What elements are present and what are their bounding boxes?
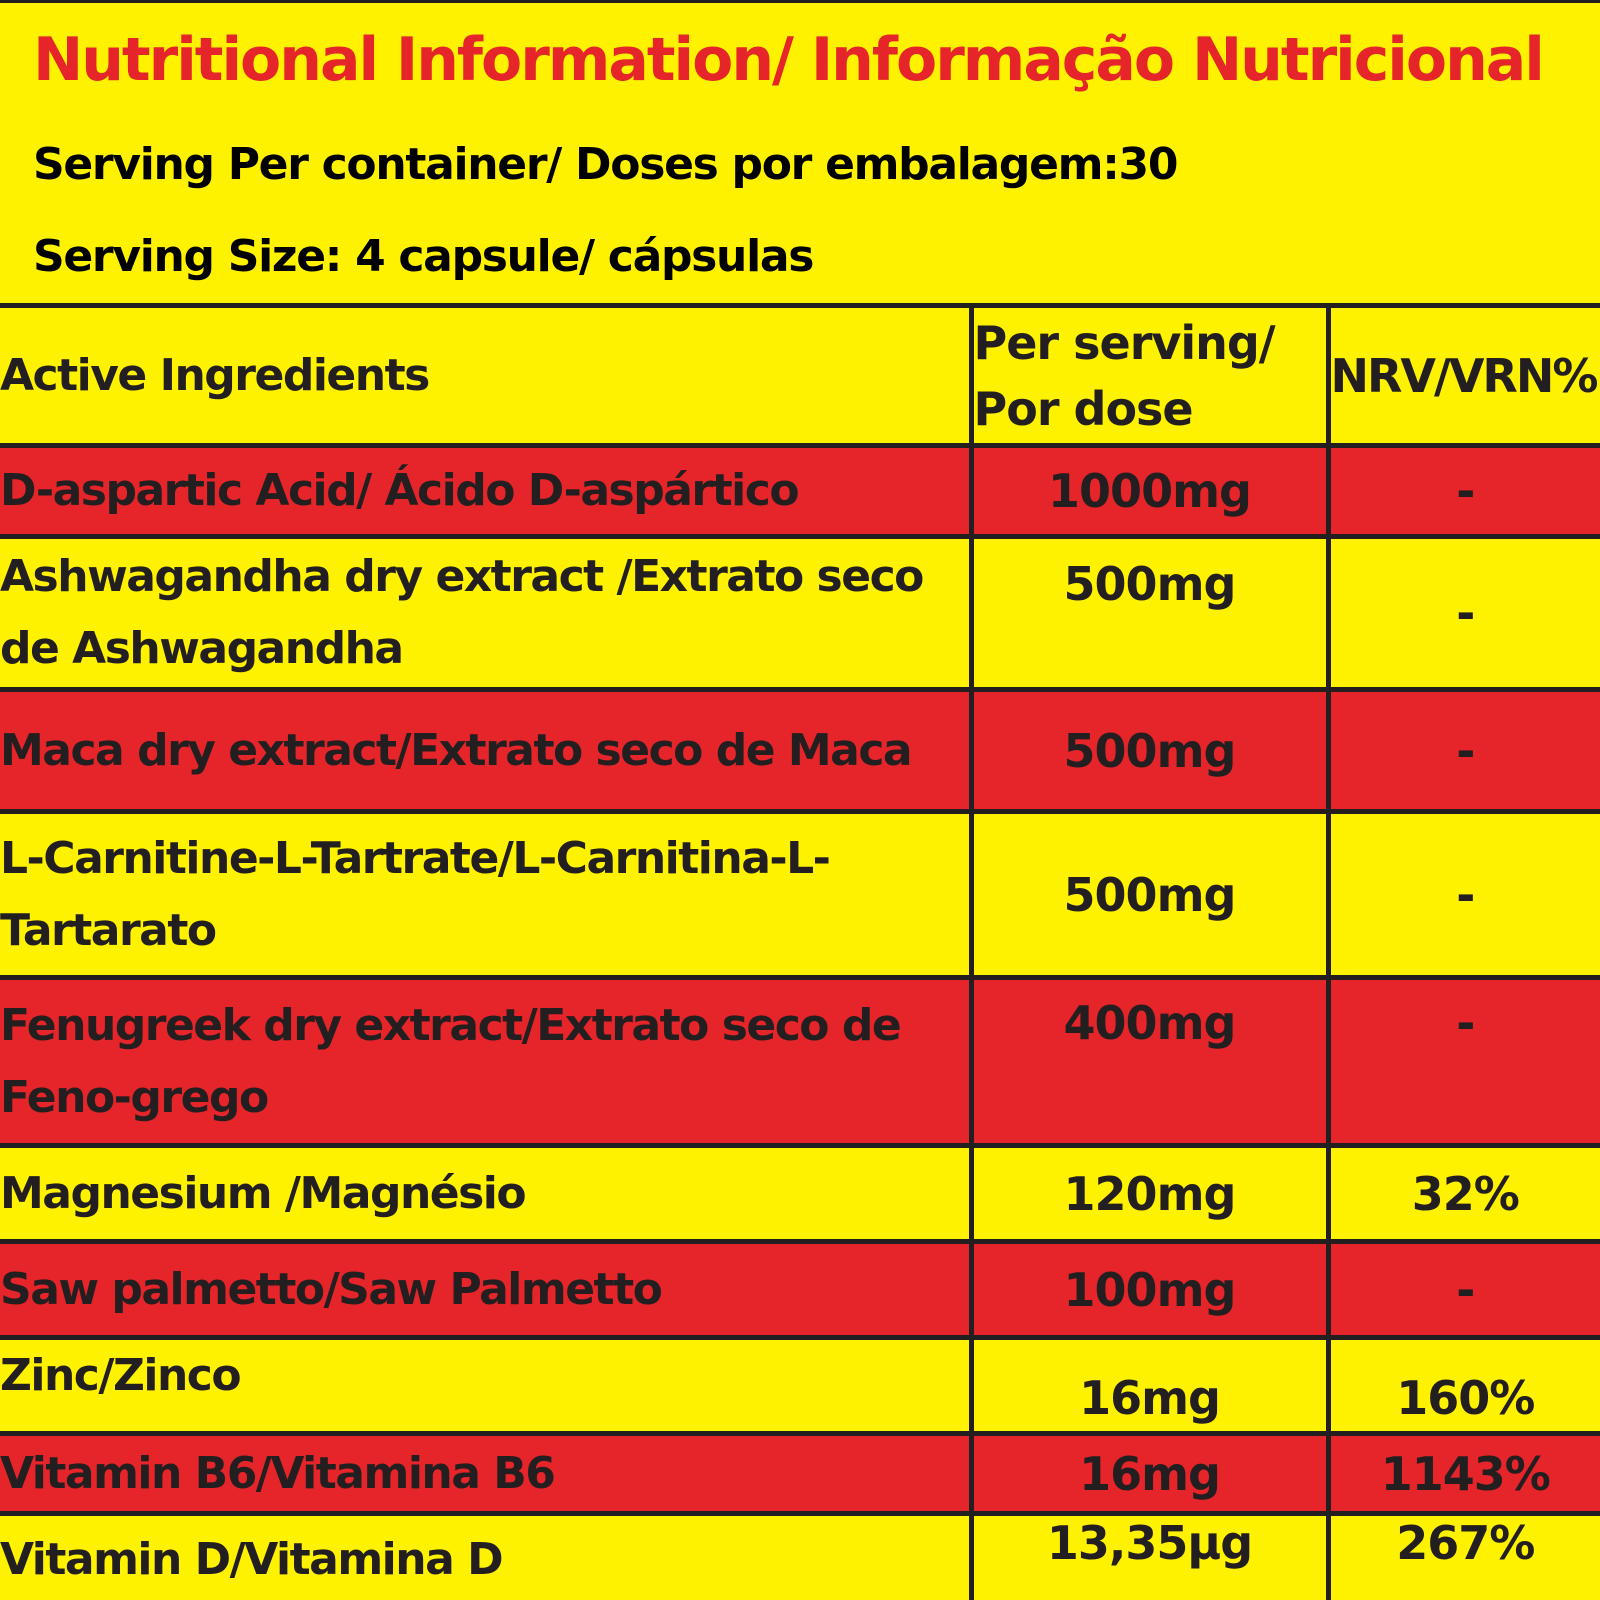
label-header: Nutritional Information/ Informação Nutr… — [0, 0, 1600, 306]
table-row: Vitamin B6/Vitamina B6 16mg 1143% — [0, 1431, 1600, 1516]
ingredient-nrv: - — [1325, 443, 1600, 539]
ingredient-nrv: 32% — [1325, 1143, 1600, 1244]
ingredient-amount: 13,35µg — [968, 1511, 1331, 1600]
table-row: D-aspartic Acid/ Ácido D-aspártico 1000m… — [0, 443, 1600, 539]
table-row: Ashwagandha dry extract /Extrato seco de… — [0, 534, 1600, 692]
ingredient-amount: 500mg — [968, 687, 1331, 814]
ingredient-amount: 400mg — [968, 975, 1331, 1148]
column-header-per-serving: Per serving/ Por dose — [968, 303, 1331, 448]
table-row: Zinc/Zinco 16mg 160% — [0, 1335, 1600, 1436]
ingredient-name: Ashwagandha dry extract /Extrato seco de… — [0, 534, 974, 692]
ingredient-amount: 500mg — [968, 534, 1331, 692]
ingredient-name: L-Carnitine-L-Tartrate/L-Carnitina-L-Tar… — [0, 809, 974, 980]
ingredient-amount: 1000mg — [968, 443, 1331, 539]
ingredient-nrv: - — [1325, 809, 1600, 980]
servings-per-container: Serving Per container/ Doses por embalag… — [33, 139, 1178, 190]
table-row: Magnesium /Magnésio 120mg 32% — [0, 1143, 1600, 1244]
ingredient-name: Vitamin B6/Vitamina B6 — [0, 1431, 974, 1516]
table-row: L-Carnitine-L-Tartrate/L-Carnitina-L-Tar… — [0, 809, 1600, 980]
ingredient-nrv: - — [1325, 975, 1600, 1148]
ingredient-nrv: 160% — [1325, 1335, 1600, 1436]
ingredient-name: Saw palmetto/Saw Palmetto — [0, 1239, 974, 1340]
column-header-nrv: NRV/VRN% — [1325, 303, 1600, 448]
table-row: Maca dry extract/Extrato seco de Maca 50… — [0, 687, 1600, 814]
ingredient-nrv: 1143% — [1325, 1431, 1600, 1516]
ingredient-amount: 120mg — [968, 1143, 1331, 1244]
ingredient-nrv: 267% — [1325, 1511, 1600, 1600]
ingredient-nrv: - — [1325, 687, 1600, 814]
table-header-row: Active Ingredients Per serving/ Por dose… — [0, 303, 1600, 448]
ingredient-name: Maca dry extract/Extrato seco de Maca — [0, 687, 974, 814]
serving-size: Serving Size: 4 capsule/ cápsulas — [33, 231, 814, 282]
table-row: Vitamin D/Vitamina D 13,35µg 267% — [0, 1511, 1600, 1600]
nutrition-table: Active Ingredients Per serving/ Por dose… — [0, 303, 1600, 1600]
ingredient-name: D-aspartic Acid/ Ácido D-aspártico — [0, 443, 974, 539]
ingredient-name: Fenugreek dry extract/Extrato seco de Fe… — [0, 975, 974, 1148]
ingredient-nrv: - — [1325, 1239, 1600, 1340]
ingredient-amount: 16mg — [968, 1335, 1331, 1436]
ingredient-name: Zinc/Zinco — [0, 1335, 974, 1436]
ingredient-amount: 100mg — [968, 1239, 1331, 1340]
table-row: Fenugreek dry extract/Extrato seco de Fe… — [0, 975, 1600, 1148]
column-header-ingredients: Active Ingredients — [0, 303, 974, 448]
ingredient-name: Vitamin D/Vitamina D — [0, 1511, 974, 1600]
ingredient-name: Magnesium /Magnésio — [0, 1143, 974, 1244]
label-title: Nutritional Information/ Informação Nutr… — [33, 25, 1545, 95]
ingredient-amount: 500mg — [968, 809, 1331, 980]
ingredient-amount: 16mg — [968, 1431, 1331, 1516]
table-row: Saw palmetto/Saw Palmetto 100mg - — [0, 1239, 1600, 1340]
ingredient-nrv: - — [1325, 534, 1600, 692]
